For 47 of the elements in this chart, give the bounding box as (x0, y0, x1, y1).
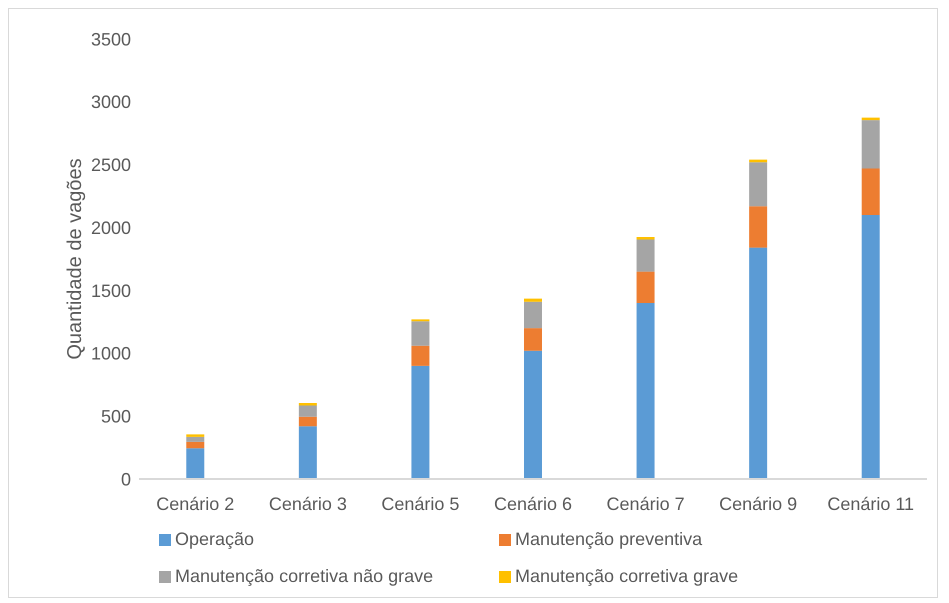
bar (298, 416, 317, 426)
bar (749, 162, 768, 206)
y-tick-label: 3000 (90, 92, 131, 112)
bar (298, 402, 317, 406)
y-axis-title: Quantidade de vagões (64, 158, 86, 360)
bar (636, 303, 655, 479)
y-tick-label: 3500 (90, 29, 131, 50)
bar (749, 160, 768, 162)
bar (411, 366, 430, 479)
bar (749, 206, 768, 248)
bar (636, 272, 655, 303)
bar (636, 237, 655, 240)
bar (186, 442, 204, 448)
x-tick-label: Cenário 2 (156, 494, 234, 514)
y-tick-label: 1000 (90, 344, 131, 364)
x-tick-label: Cenário 9 (719, 494, 798, 514)
y-tick-label: 1500 (90, 280, 131, 301)
bar (524, 298, 542, 302)
bar (186, 448, 204, 479)
x-tick-label: Cenário 7 (606, 494, 685, 514)
legend-label: Manutenção preventiva (515, 529, 702, 550)
bar (524, 350, 542, 479)
y-tick-label: 2500 (90, 155, 131, 176)
bar (862, 120, 880, 168)
bar (524, 328, 542, 351)
legend-label: Manutenção corretiva não grave (175, 566, 434, 587)
bar (411, 346, 430, 366)
bar (186, 434, 204, 437)
x-tick-label: Cenário 3 (268, 494, 347, 514)
bar (636, 240, 655, 272)
bar (862, 215, 880, 479)
bar (298, 405, 317, 417)
legend-label: Operação (175, 529, 254, 550)
bar (749, 248, 768, 479)
y-tick-label: 2000 (90, 218, 131, 238)
bar (862, 168, 880, 215)
y-tick-label: 500 (100, 406, 131, 427)
bar (298, 426, 317, 479)
x-tick-label: Cenário 11 (827, 494, 914, 514)
y-tick-label: 0 (120, 469, 131, 490)
x-tick-label: Cenário 6 (494, 494, 572, 514)
bar (411, 321, 430, 346)
x-tick-label: Cenário 5 (381, 494, 460, 514)
bar (524, 302, 542, 328)
bar (186, 436, 204, 442)
legend-label: Manutenção corretiva grave (515, 566, 738, 587)
bar (862, 118, 880, 120)
